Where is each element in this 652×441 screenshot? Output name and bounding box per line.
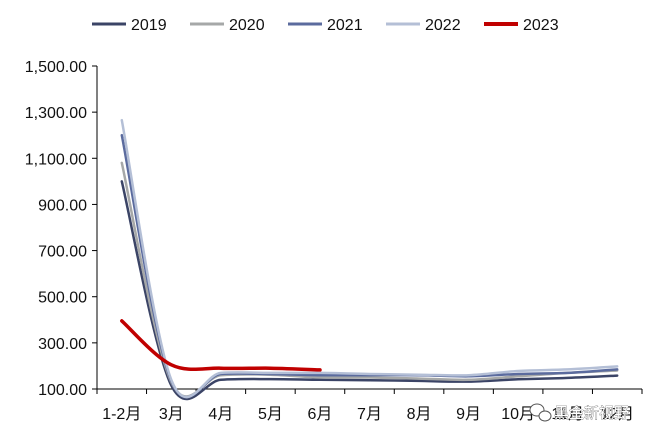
x-tick-label: 10月 (501, 406, 535, 423)
y-tick-label: 700.00 (38, 244, 87, 261)
x-tick-label: 11月 (551, 406, 584, 423)
series-line-2019 (120, 180, 619, 401)
series-lines (120, 118, 619, 401)
y-tick-label: 300.00 (38, 336, 87, 353)
y-tick-label: 1,100.00 (25, 151, 87, 168)
legend-label: 2021 (327, 17, 363, 34)
x-tick-label: 12月 (600, 406, 634, 423)
legend-item-2023: 2023 (484, 17, 559, 34)
x-tick-label: 1-2月 (102, 406, 141, 423)
watermark-text: 黑金新视野 (554, 405, 629, 422)
legend-label: 2019 (131, 17, 167, 34)
chart-legend: 2019 2020 2021 2022 2023 (92, 17, 559, 34)
legend-label: 2020 (229, 17, 265, 34)
x-tick-label: 6月 (308, 406, 333, 423)
x-tick-label: 3月 (159, 406, 184, 423)
y-tick-label: 1,300.00 (25, 105, 87, 122)
x-tick-label: 7月 (357, 406, 382, 423)
wechat-icon (529, 403, 552, 422)
x-tick-label: 8月 (407, 406, 432, 423)
series-line-2023 (120, 319, 322, 372)
legend-item-2019: 2019 (92, 17, 167, 34)
y-tick-label: 500.00 (38, 290, 87, 307)
legend-item-2022: 2022 (386, 17, 461, 34)
x-tick-label: 4月 (208, 406, 233, 423)
y-axis: 100.00 300.00 500.00 700.00 900.00 1,100.00 1,… (25, 59, 98, 399)
y-tick-label: 100.00 (38, 382, 87, 399)
legend-item-2021: 2021 (288, 17, 363, 34)
y-tick-label: 900.00 (38, 197, 87, 214)
legend-item-2020: 2020 (190, 17, 265, 34)
x-tick-label: 9月 (456, 406, 481, 423)
x-axis: 1-2月 3月 4月 5月 6月 7月 8月 9月 10月 11月 12月 (96, 388, 643, 423)
legend-label: 2022 (425, 17, 461, 34)
watermark: 黑金新视野 (529, 403, 629, 422)
series-line-2022 (120, 118, 619, 399)
legend-label: 2023 (523, 17, 559, 34)
series-line-2021 (120, 133, 619, 399)
x-tick-label: 5月 (258, 406, 283, 423)
y-tick-label: 1,500.00 (25, 59, 87, 76)
series-line-2020 (120, 161, 619, 398)
